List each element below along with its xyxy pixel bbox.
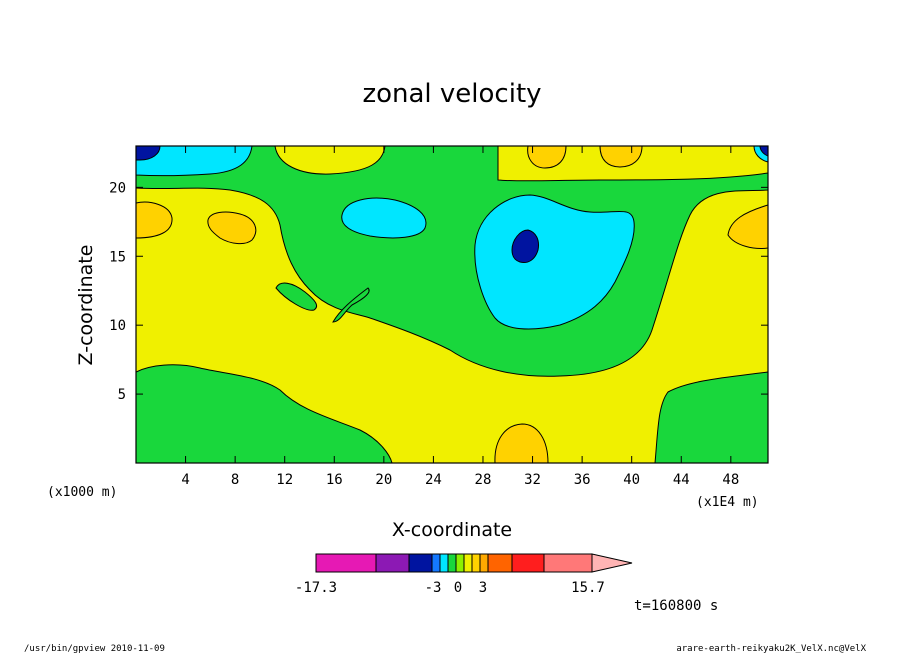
colorbar-segment	[315, 553, 377, 573]
time-label: t=160800 s	[634, 598, 718, 614]
x-tick-label: 4	[181, 472, 189, 488]
region-green-lowerright	[654, 371, 768, 463]
x-axis-ticks: 4 8 12 16 20 24 28 32 36 40 44 48	[181, 146, 739, 488]
colorbar-label-zero: 0	[454, 580, 462, 596]
colorbar-label-min: -17.3	[295, 580, 337, 596]
x-tick-label: 12	[276, 472, 293, 488]
y-tick-label: 20	[109, 180, 126, 196]
plot-frame	[135, 145, 769, 464]
x-tick-label: 32	[524, 472, 541, 488]
y-axis-ticks: 5 10 15 20	[109, 180, 768, 403]
region-cyan-large	[474, 194, 635, 330]
x-tick-label: 24	[425, 472, 442, 488]
y-unit-label: (x1000 m)	[47, 485, 117, 500]
colorbar-label-max: 15.7	[571, 580, 605, 596]
region-orange-right	[727, 204, 768, 249]
x-tick-label: 8	[231, 472, 239, 488]
region-orange-mid	[207, 211, 257, 245]
region-cyan-top	[136, 146, 253, 177]
colorbar-label-neg3: -3	[425, 580, 442, 596]
chart-title: zonal velocity	[362, 79, 541, 109]
x-tick-label: 28	[475, 472, 492, 488]
y-tick-label: 15	[109, 249, 126, 265]
x-tick-label: 48	[722, 472, 739, 488]
colorbar-segment	[439, 553, 449, 573]
colorbar-segment	[375, 553, 410, 573]
colorbar-segment	[408, 553, 433, 573]
x-tick-label: 40	[623, 472, 640, 488]
contour-field	[136, 146, 768, 463]
colorbar-segment	[487, 553, 513, 573]
footer-right: arare-earth-reikyaku2K_VelX.nc@VelX	[676, 644, 866, 654]
region-blue-core	[511, 229, 539, 263]
region-green-upper	[136, 146, 768, 377]
colorbar	[315, 553, 633, 573]
colorbar-segment	[543, 553, 593, 573]
region-blue-topright	[759, 146, 768, 157]
y-tick-label: 5	[118, 387, 126, 403]
colorbar-segment	[511, 553, 545, 573]
x-tick-label: 16	[326, 472, 343, 488]
x-tick-label: 44	[673, 472, 690, 488]
colorbar-labels: -17.3 -3 0 3 15.7	[295, 580, 605, 596]
colorbar-label-3: 3	[479, 580, 487, 596]
x-unit-label: (x1E4 m)	[696, 495, 759, 510]
y-tick-label: 10	[109, 318, 126, 334]
colorbar-segment	[455, 553, 465, 573]
region-green-lowerleft	[136, 364, 393, 463]
colorbar-segment	[471, 553, 481, 573]
region-yellow-top-1	[274, 146, 386, 175]
colorbar-segment	[463, 553, 473, 573]
colorbar-segment	[479, 553, 489, 573]
footer-left: /usr/bin/gpview 2010-11-09	[24, 644, 165, 654]
x-tick-label: 36	[574, 472, 591, 488]
region-orange-left	[136, 201, 173, 239]
x-axis-label: X-coordinate	[392, 519, 512, 541]
region-orange-top-1	[527, 146, 567, 169]
region-cyan-small	[341, 197, 427, 239]
region-green-arm-1	[275, 282, 318, 311]
colorbar-segment	[447, 553, 457, 573]
x-tick-label: 20	[375, 472, 392, 488]
y-axis-label: Z-coordinate	[75, 245, 97, 366]
colorbar-overflow-arrow	[591, 553, 633, 573]
colorbar-segment	[431, 553, 441, 573]
region-green-arm-2	[332, 287, 370, 323]
region-orange-bottom	[494, 423, 549, 463]
